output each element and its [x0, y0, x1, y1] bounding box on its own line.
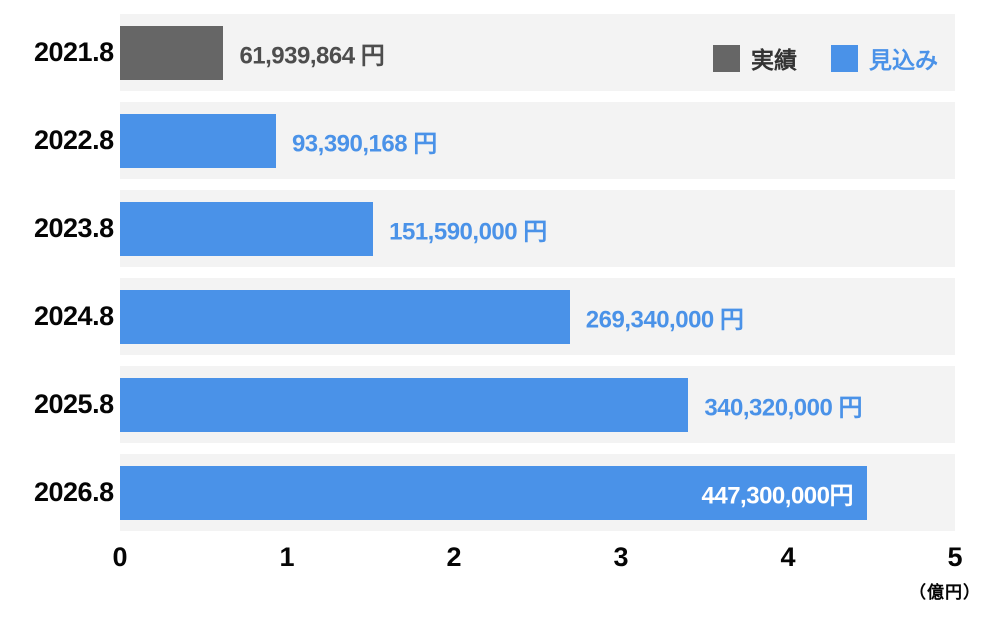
- legend-item: 実績: [713, 41, 797, 75]
- bar: 340,320,000 円: [120, 377, 862, 432]
- category-label: 2024.8: [34, 301, 114, 331]
- category-label: 2026.8: [34, 477, 114, 507]
- x-axis: 0 1 2 3 4 5 （億円）: [112, 542, 980, 612]
- bar-track: 340,320,000 円: [120, 366, 955, 443]
- chart-rows: 2021.8 61,939,864 円 2022.8 93,390,168 円 2023…: [0, 14, 955, 531]
- bar: 93,390,168 円: [120, 113, 437, 168]
- bar: 151,590,000 円: [120, 201, 547, 256]
- chart-row: 2026.8 447,300,000円: [0, 454, 955, 531]
- legend-swatch: [831, 44, 858, 72]
- legend-label: 見込み: [869, 47, 938, 73]
- value-label: 93,390,168 円: [291, 130, 437, 157]
- chart-row: 2021.8 61,939,864 円: [0, 14, 955, 91]
- value-label: 151,590,000 円: [389, 218, 547, 245]
- category-label: 2022.8: [34, 125, 114, 155]
- chart-row: 2022.8 93,390,168 円: [0, 102, 955, 179]
- legend-label: 実績: [751, 47, 797, 73]
- bar-track: 93,390,168 円: [120, 102, 955, 179]
- category-label: 2021.8: [34, 37, 114, 67]
- x-tick-label: 5: [947, 542, 963, 572]
- x-tick-label: 0: [112, 542, 128, 572]
- value-label: 340,320,000 円: [704, 394, 862, 421]
- bar: 269,340,000 円: [120, 289, 744, 344]
- chart-row: 2025.8 340,320,000 円: [0, 366, 955, 443]
- chart-row: 2024.8 269,340,000 円: [0, 278, 955, 355]
- bar: 61,939,864 円: [120, 25, 385, 80]
- category-label: 2025.8: [34, 389, 114, 419]
- x-tick-label: 4: [780, 542, 796, 572]
- value-label: 269,340,000 円: [585, 306, 744, 333]
- bar-track: 151,590,000 円: [120, 190, 955, 267]
- legend-item: 見込み: [831, 41, 938, 75]
- bar-track: 447,300,000円: [120, 454, 955, 531]
- value-label: 61,939,864 円: [239, 42, 385, 69]
- x-tick-label: 1: [279, 542, 295, 572]
- category-label: 2023.8: [34, 213, 114, 243]
- x-tick-label: 3: [613, 542, 629, 572]
- legend: 実績 見込み: [713, 41, 938, 75]
- chart-row: 2023.8 151,590,000 円: [0, 190, 955, 267]
- value-label: 447,300,000円: [701, 482, 854, 509]
- x-tick-label: 2: [446, 542, 462, 572]
- legend-swatch: [713, 44, 740, 72]
- bar-track: 269,340,000 円: [120, 278, 955, 355]
- bar-track: 61,939,864 円: [120, 14, 955, 91]
- bar: 447,300,000円: [120, 465, 867, 520]
- axis-unit-label: （億円）: [909, 583, 981, 602]
